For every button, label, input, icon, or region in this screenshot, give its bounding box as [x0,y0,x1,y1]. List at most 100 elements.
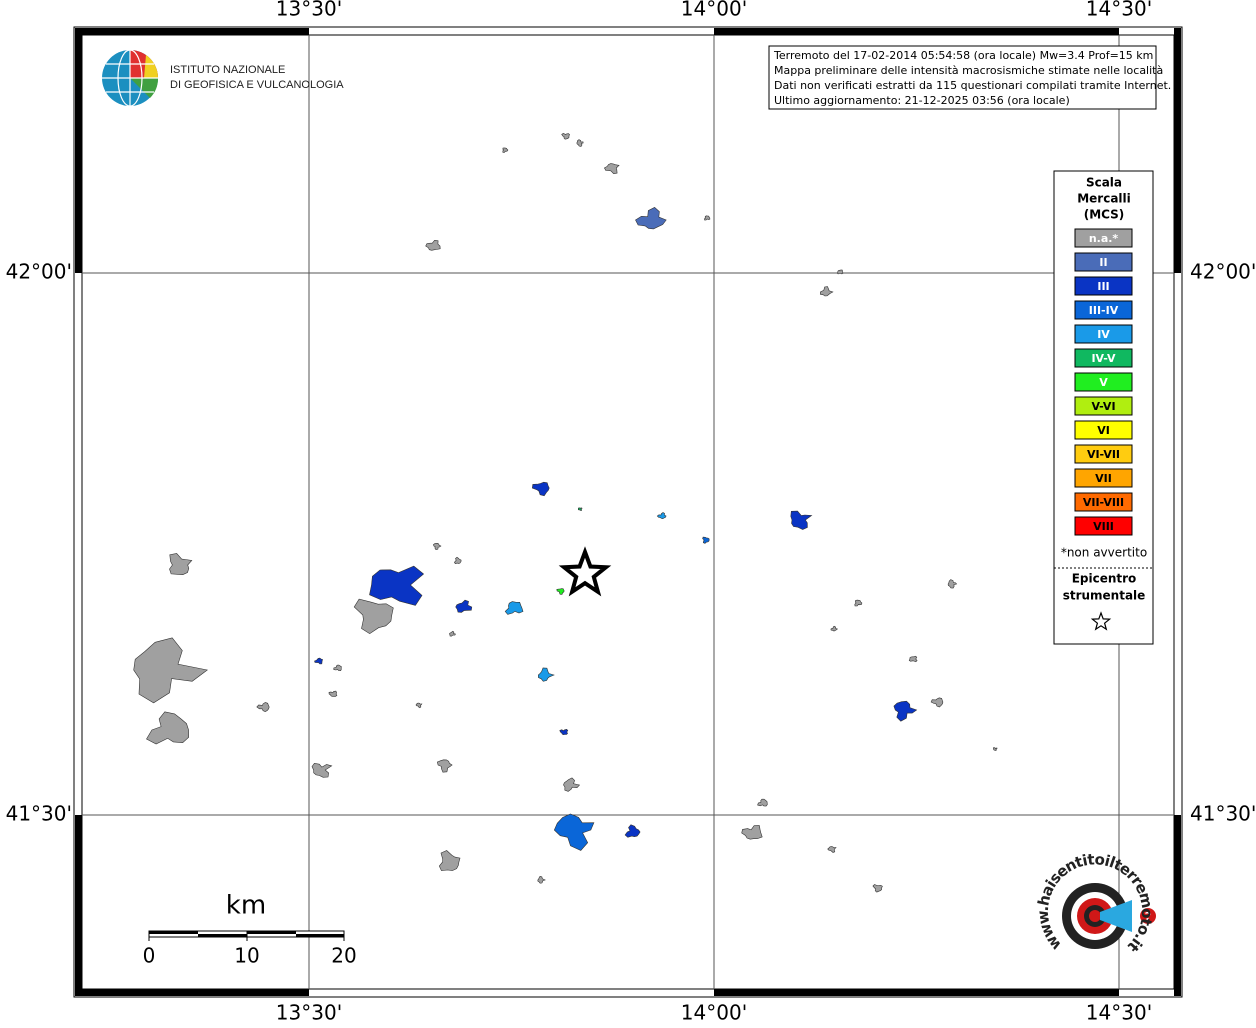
locality [353,598,394,635]
locality [556,588,565,595]
locality [741,825,763,840]
locality [819,286,834,297]
logo-text: ISTITUTO NAZIONALE [170,64,285,76]
legend-swatch [1074,396,1133,416]
legend-swatch [1074,492,1133,512]
locality [454,556,462,565]
locality [992,747,998,751]
lon-label: 14°00' [681,0,747,21]
map-frame [73,26,1183,998]
locality [790,510,813,530]
legend-swatch [1074,444,1133,464]
legend-swatch [1074,276,1133,296]
legend-title: Mercalli [1077,192,1131,206]
locality [656,512,667,520]
legend-swatch [1074,420,1133,440]
svg-text:?: ? [1145,910,1151,923]
lon-label: 13°30' [276,1001,342,1025]
locality [449,630,456,637]
legend-label: VII-VIII [1083,496,1124,509]
locality [537,667,555,682]
locality [603,163,620,175]
legend-label: V [1099,376,1108,389]
legend: Scala Mercalli (MCS) *non avvertito Epic… [1053,170,1154,645]
lon-label: 13°30' [276,0,342,21]
localities [133,133,998,893]
scale-tick: 20 [331,944,356,968]
locality [757,798,768,807]
legend-label: VI [1097,424,1110,437]
legend-label: IV [1097,328,1110,341]
locality [830,625,839,632]
locality [827,846,837,853]
locality [133,637,209,704]
legend-title: (MCS) [1084,208,1125,222]
locality [455,599,473,613]
legend-swatch [1074,252,1133,272]
legend-label: V-VI [1091,400,1115,413]
locality [553,813,595,851]
locality [425,239,441,251]
frame-border [75,28,1181,996]
info-line: Ultimo aggiornamento: 21-12-2025 03:56 (… [774,94,1070,107]
legend-label: III [1097,280,1109,293]
locality [836,269,844,275]
lon-label: 14°00' [681,1001,747,1025]
legend-label: VIII [1093,520,1114,533]
scale-tick: 10 [234,944,259,968]
legend-label: IV-V [1091,352,1116,365]
locality [504,601,524,615]
locality [169,553,193,576]
lat-label: 42°00' [6,260,72,284]
locality [624,824,641,838]
legend-footnote: *non avvertito [1061,546,1147,560]
info-line: Dati non verificati estratti da 115 ques… [774,79,1171,92]
locality [311,762,333,778]
locality [854,599,863,607]
legend-label: VII [1095,472,1112,485]
legend-swatch [1074,228,1133,248]
locality [369,565,425,606]
locality [893,700,918,722]
locality [256,702,270,713]
locality [872,884,883,893]
locality [930,697,944,708]
locality [947,579,958,589]
legend-label: III-IV [1089,304,1119,317]
legend-epicenter: strumentale [1063,589,1146,603]
ingv-logo: ISTITUTO NAZIONALE DI GEOFISICA E VULCAN… [102,49,344,107]
lon-label: 14°30' [1086,0,1152,21]
epicenter-star [558,546,612,597]
locality [146,711,190,745]
legend-label: n.a.* [1089,232,1119,245]
locality [563,777,581,792]
lon-label: 14°30' [1086,1001,1152,1025]
locality [333,664,342,672]
legend-epicenter: Epicentro [1072,572,1137,586]
legend-star [1090,611,1112,631]
locality [328,690,338,697]
plot-area [81,34,1175,990]
info-box [768,45,1157,110]
locality [436,759,453,773]
legend-swatch [1074,372,1133,392]
legend-swatch [1074,516,1133,536]
locality [578,507,583,511]
locality [314,657,323,665]
locality [561,133,570,140]
info-line: Mappa preliminare delle intensità macros… [774,64,1163,77]
lat-label: 41°30' [1190,802,1256,826]
legend-title: Scala [1086,176,1122,190]
locality [703,215,711,221]
legend-swatch [1074,348,1133,368]
locality [908,655,918,663]
legend-swatch [1074,468,1133,488]
legend-swatch [1074,300,1133,320]
info-line: Terremoto del 17-02-2014 05:54:58 (ora l… [773,49,1153,62]
locality [537,876,546,884]
locality [433,543,442,551]
legend-label: II [1099,256,1107,269]
scale-unit: km [226,891,266,921]
